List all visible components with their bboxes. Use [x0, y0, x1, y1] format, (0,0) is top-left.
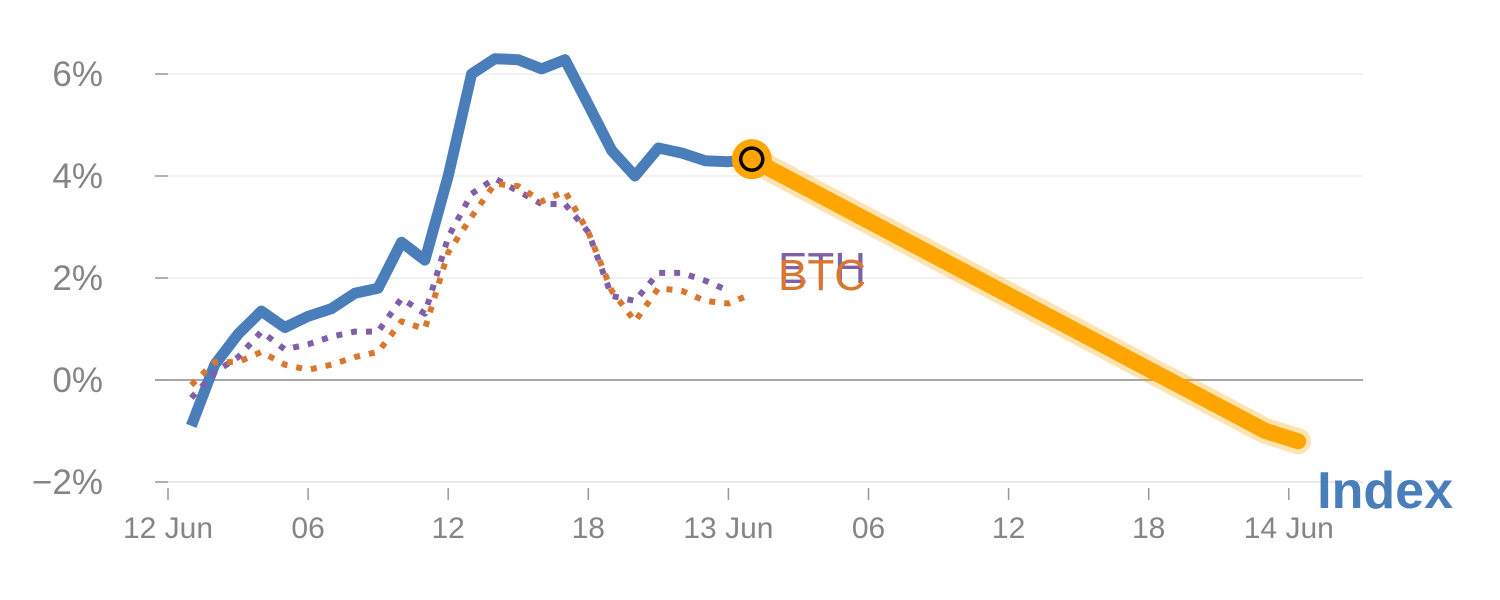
series-line-index-projection: [743, 151, 1307, 450]
gridlines: [155, 73, 1363, 483]
y-tick-label: 2%: [52, 259, 103, 298]
marker-inner: [739, 146, 765, 172]
y-tick-label: 6%: [52, 55, 103, 94]
current-point-marker: [731, 139, 772, 180]
x-tick-label: 12: [432, 512, 465, 545]
x-tick-label: 18: [572, 512, 605, 545]
series-lines: [186, 53, 1312, 455]
series-label-btc: BTC: [778, 251, 866, 300]
x-tick-label: 18: [1132, 512, 1165, 545]
y-tick-label: 0%: [52, 361, 103, 400]
x-tick-label: 13 Jun: [683, 512, 773, 545]
y-tick-label: −2%: [32, 463, 103, 502]
series-line-btc: [189, 180, 749, 388]
y-axis-ticks: −2% 0% 2% 4% 6%: [32, 55, 168, 502]
x-tick-label: 06: [852, 512, 885, 545]
y-tick-label: 4%: [52, 157, 103, 196]
x-tick-label: 12: [992, 512, 1025, 545]
x-tick-label: 14 Jun: [1244, 512, 1334, 545]
x-tick-label: 06: [291, 512, 324, 545]
series-label-index: Index: [1317, 462, 1453, 520]
series-line-index: [186, 53, 753, 428]
series-line-eth: [189, 175, 730, 400]
x-tick-label: 12 Jun: [123, 512, 213, 545]
series-label-eth: ETH: [778, 244, 866, 293]
x-axis-ticks: 12 Jun 06 12 18 13 Jun 06 12 18 14 Jun: [123, 488, 1334, 545]
